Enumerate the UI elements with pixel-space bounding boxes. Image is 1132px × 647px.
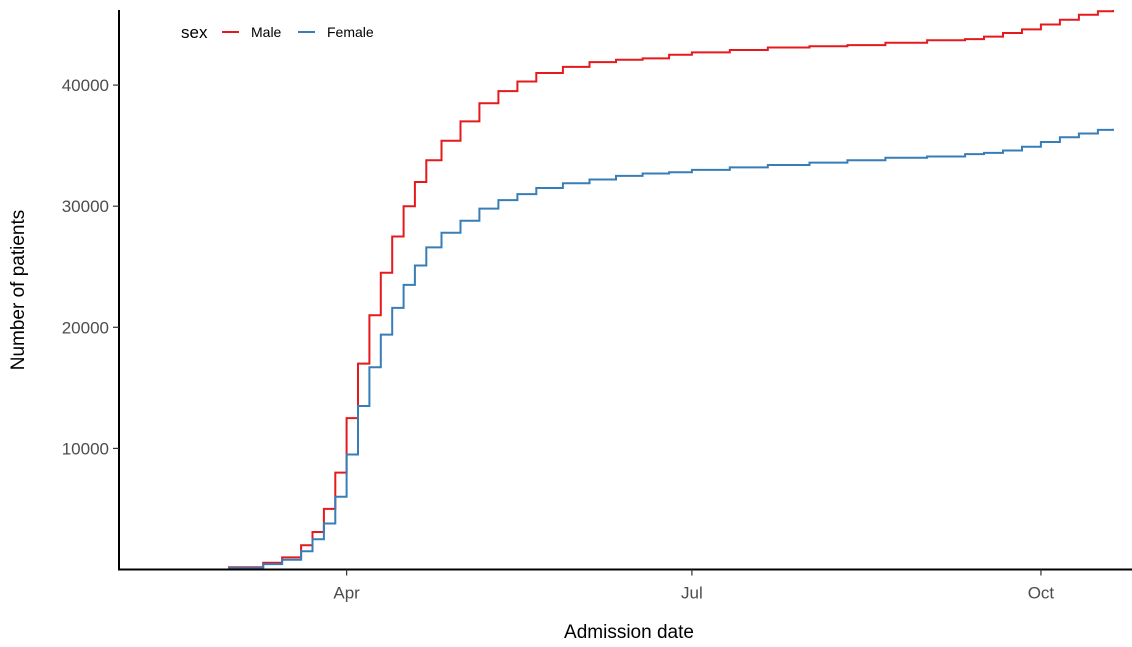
y-tick-label: 30000 [62,197,109,216]
legend-label-male: Male [251,24,282,40]
legend-label-female: Female [327,24,374,40]
x-tick-label: Oct [1028,584,1055,603]
x-axis-title: Admission date [564,622,694,643]
y-tick-label: 40000 [62,76,109,95]
x-tick-label: Apr [333,584,360,603]
series-lines [172,10,1114,571]
series-line-male [172,10,1114,571]
x-axis-ticks: Apr Jul Oct [333,569,1055,603]
y-tick-label: 10000 [62,439,109,458]
y-axis-ticks: 10000 20000 30000 40000 [62,76,119,458]
y-tick-label: 20000 [62,318,109,337]
legend: sex Male Female [181,23,374,42]
y-axis-title: Number of patients [8,210,29,371]
x-tick-label: Jul [681,584,703,603]
legend-title: sex [181,23,208,42]
series-line-female [172,128,1114,571]
